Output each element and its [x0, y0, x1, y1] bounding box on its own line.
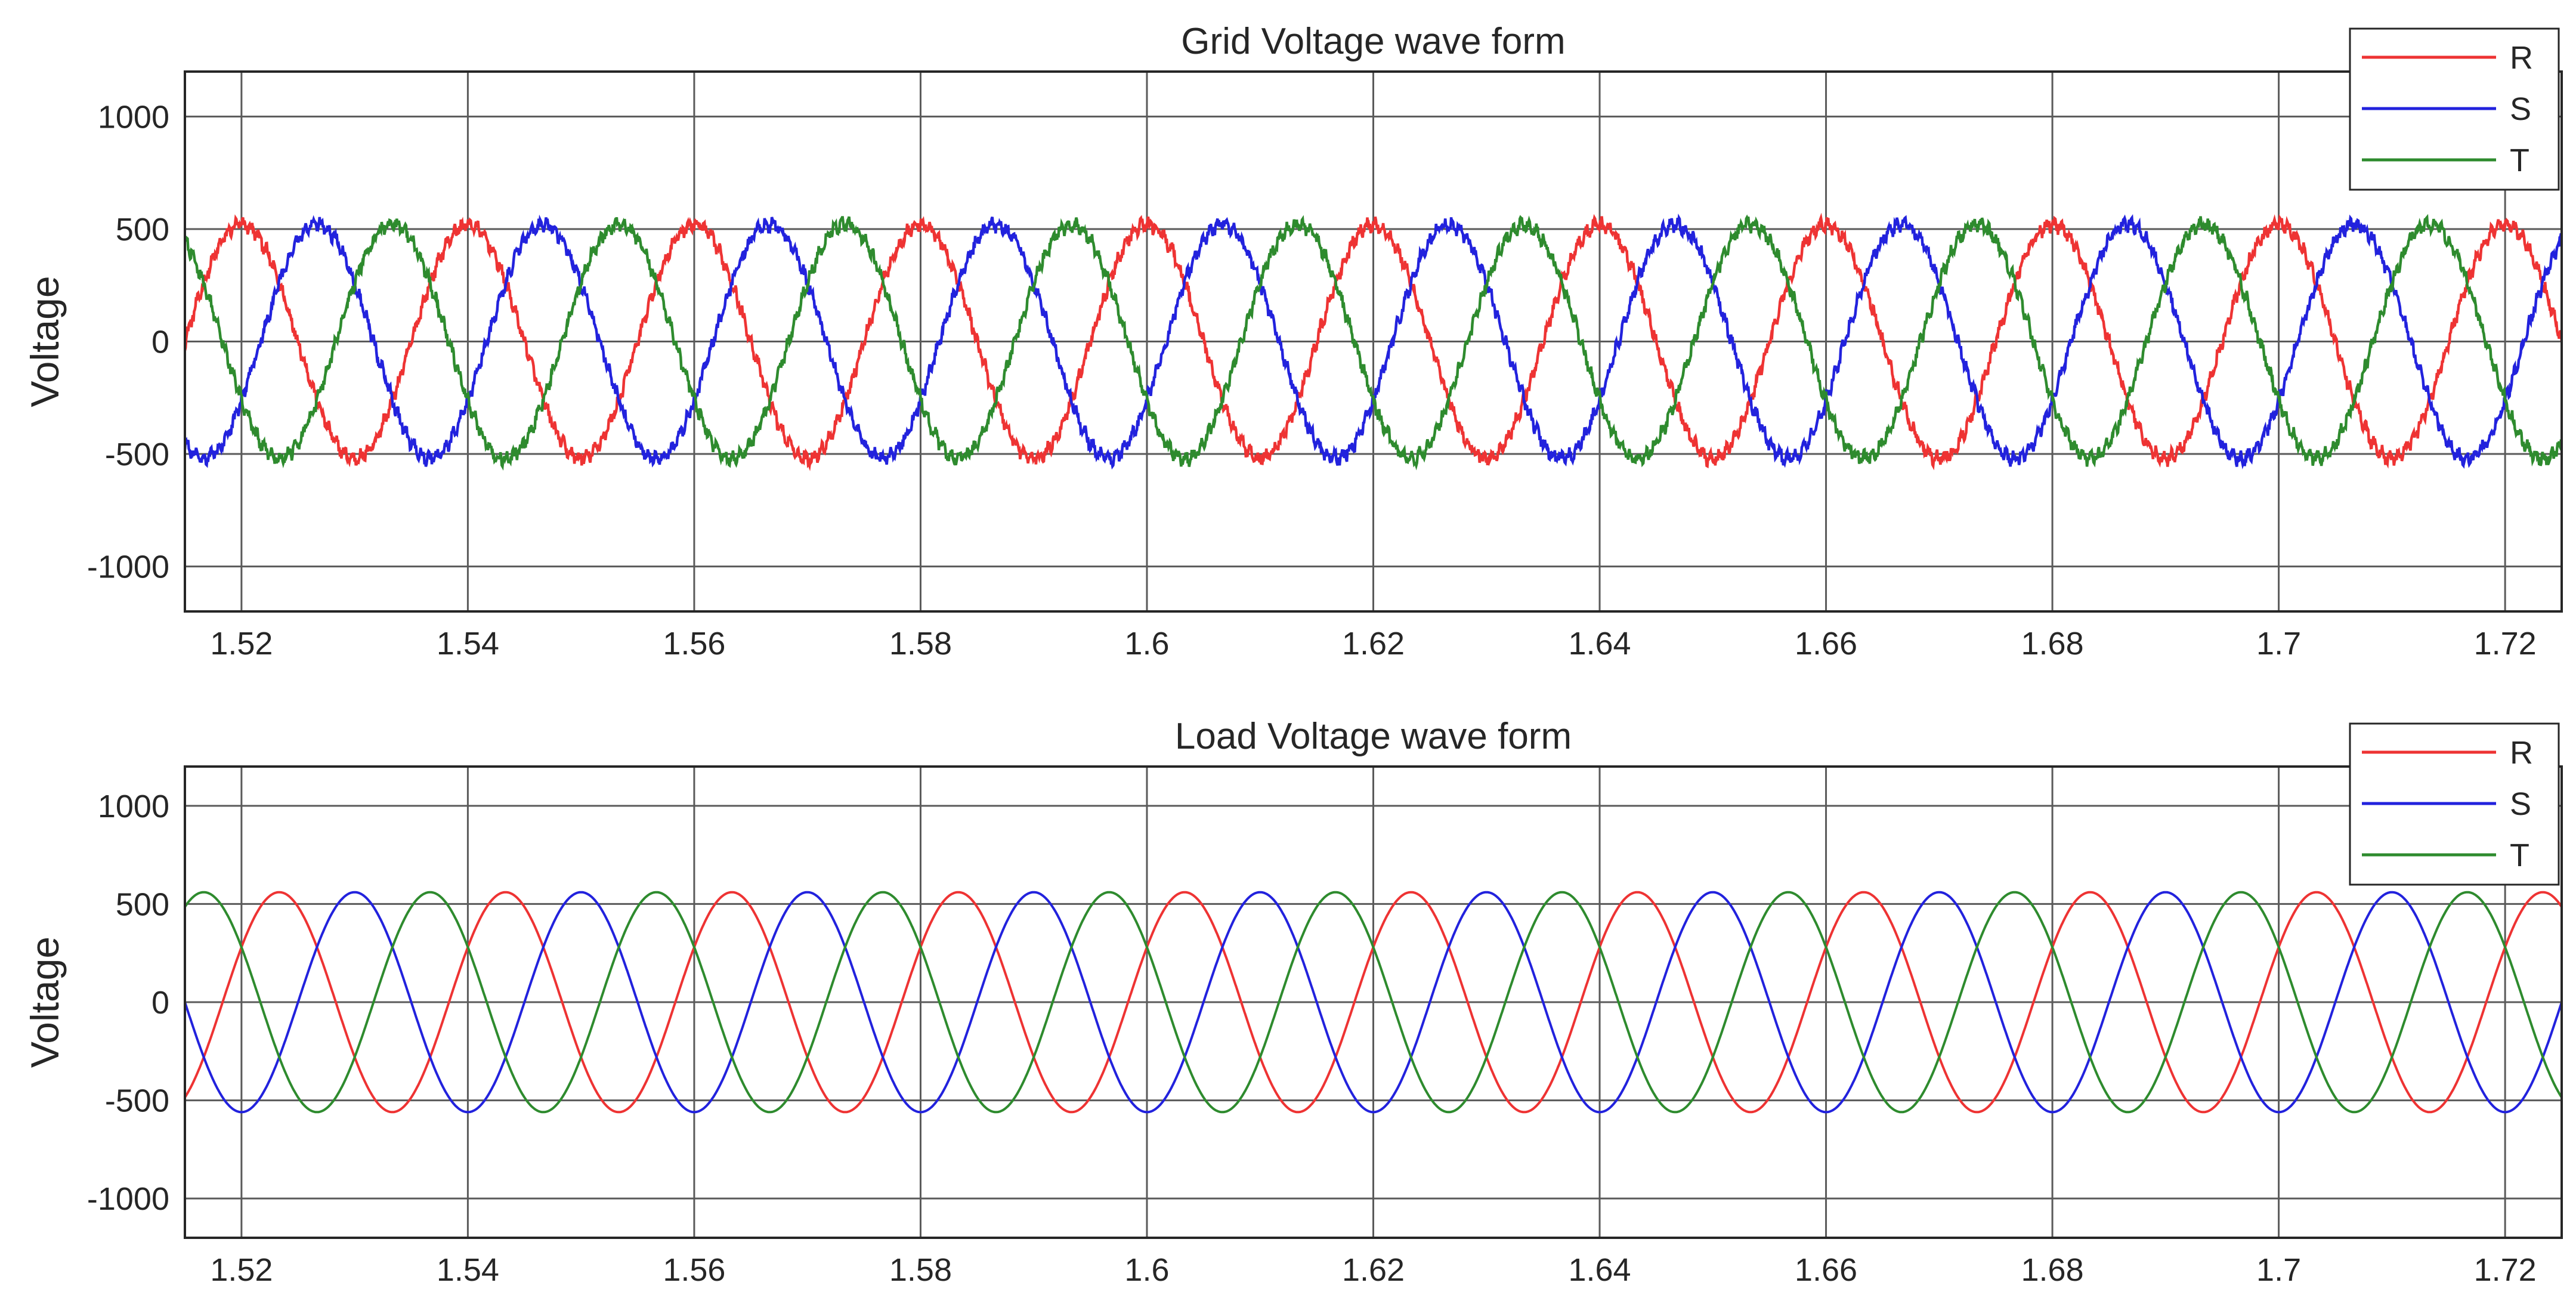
- legend: RST: [2349, 722, 2560, 886]
- x-tick-label: 1.66: [1795, 626, 1857, 662]
- x-tick-label: 1.7: [2256, 626, 2301, 662]
- legend-label: T: [2510, 838, 2529, 873]
- x-tick-label: 1.54: [437, 1252, 499, 1288]
- legend-label: T: [2510, 143, 2529, 178]
- plot-frame: [184, 765, 2563, 1239]
- chart-2: Load Voltage wave form Voltage 1.52 1.54 1.5…: [23, 716, 2563, 1288]
- x-tick-label: 1.6: [1124, 1252, 1169, 1288]
- y-tick-label: -1000: [87, 1181, 169, 1217]
- x-tick-label: 1.72: [2474, 1252, 2537, 1288]
- x-tick-label: 1.52: [210, 626, 273, 662]
- y-tick-label: 500: [116, 886, 169, 922]
- chart-title: Load Voltage wave form: [1175, 716, 1572, 757]
- legend-label: S: [2510, 91, 2531, 127]
- y-tick-label: -500: [105, 1083, 169, 1119]
- x-tick-label: 1.62: [1342, 1252, 1405, 1288]
- x-tick-label: 1.66: [1795, 1252, 1857, 1288]
- x-tick-label: 1.6: [1124, 626, 1169, 662]
- x-tick-label: 1.58: [889, 626, 952, 662]
- x-tick-label: 1.7: [2256, 1252, 2301, 1288]
- series-line-R: [185, 212, 2562, 471]
- x-tick-label: 1.54: [437, 626, 499, 662]
- y-tick-label: -1000: [87, 549, 169, 585]
- series-line-S: [185, 891, 2562, 1114]
- x-tick-label: 1.56: [663, 1252, 725, 1288]
- legend-label: R: [2510, 735, 2533, 771]
- y-axis-label: Voltage: [23, 276, 67, 407]
- legend: RST: [2349, 27, 2560, 191]
- y-tick-label: -500: [105, 437, 169, 472]
- plot-frame: [184, 70, 2563, 613]
- x-tick-label: 1.56: [663, 626, 725, 662]
- legend-label: R: [2510, 40, 2533, 76]
- y-tick-label: 1000: [98, 789, 169, 824]
- y-tick-label: 1000: [98, 99, 169, 135]
- x-tick-label: 1.68: [2021, 1252, 2084, 1288]
- y-tick-label: 0: [151, 325, 169, 360]
- x-tick-label: 1.62: [1342, 626, 1405, 662]
- x-tick-label: 1.64: [1568, 1252, 1631, 1288]
- series-line-T: [185, 891, 2562, 1114]
- legend-label: S: [2510, 786, 2531, 822]
- x-tick-label: 1.58: [889, 1252, 952, 1288]
- x-tick-label: 1.68: [2021, 626, 2084, 662]
- y-axis-label: Voltage: [23, 937, 67, 1068]
- chart-title: Grid Voltage wave form: [1181, 21, 1565, 62]
- x-tick-label: 1.64: [1568, 626, 1631, 662]
- chart-1: Grid Voltage wave form Voltage 1.52 1.54 1.5…: [23, 21, 2563, 662]
- y-tick-label: 500: [116, 212, 169, 248]
- y-tick-label: 0: [151, 985, 169, 1021]
- x-tick-label: 1.52: [210, 1252, 273, 1288]
- series-line-T: [185, 214, 2562, 471]
- x-tick-label: 1.72: [2474, 626, 2537, 662]
